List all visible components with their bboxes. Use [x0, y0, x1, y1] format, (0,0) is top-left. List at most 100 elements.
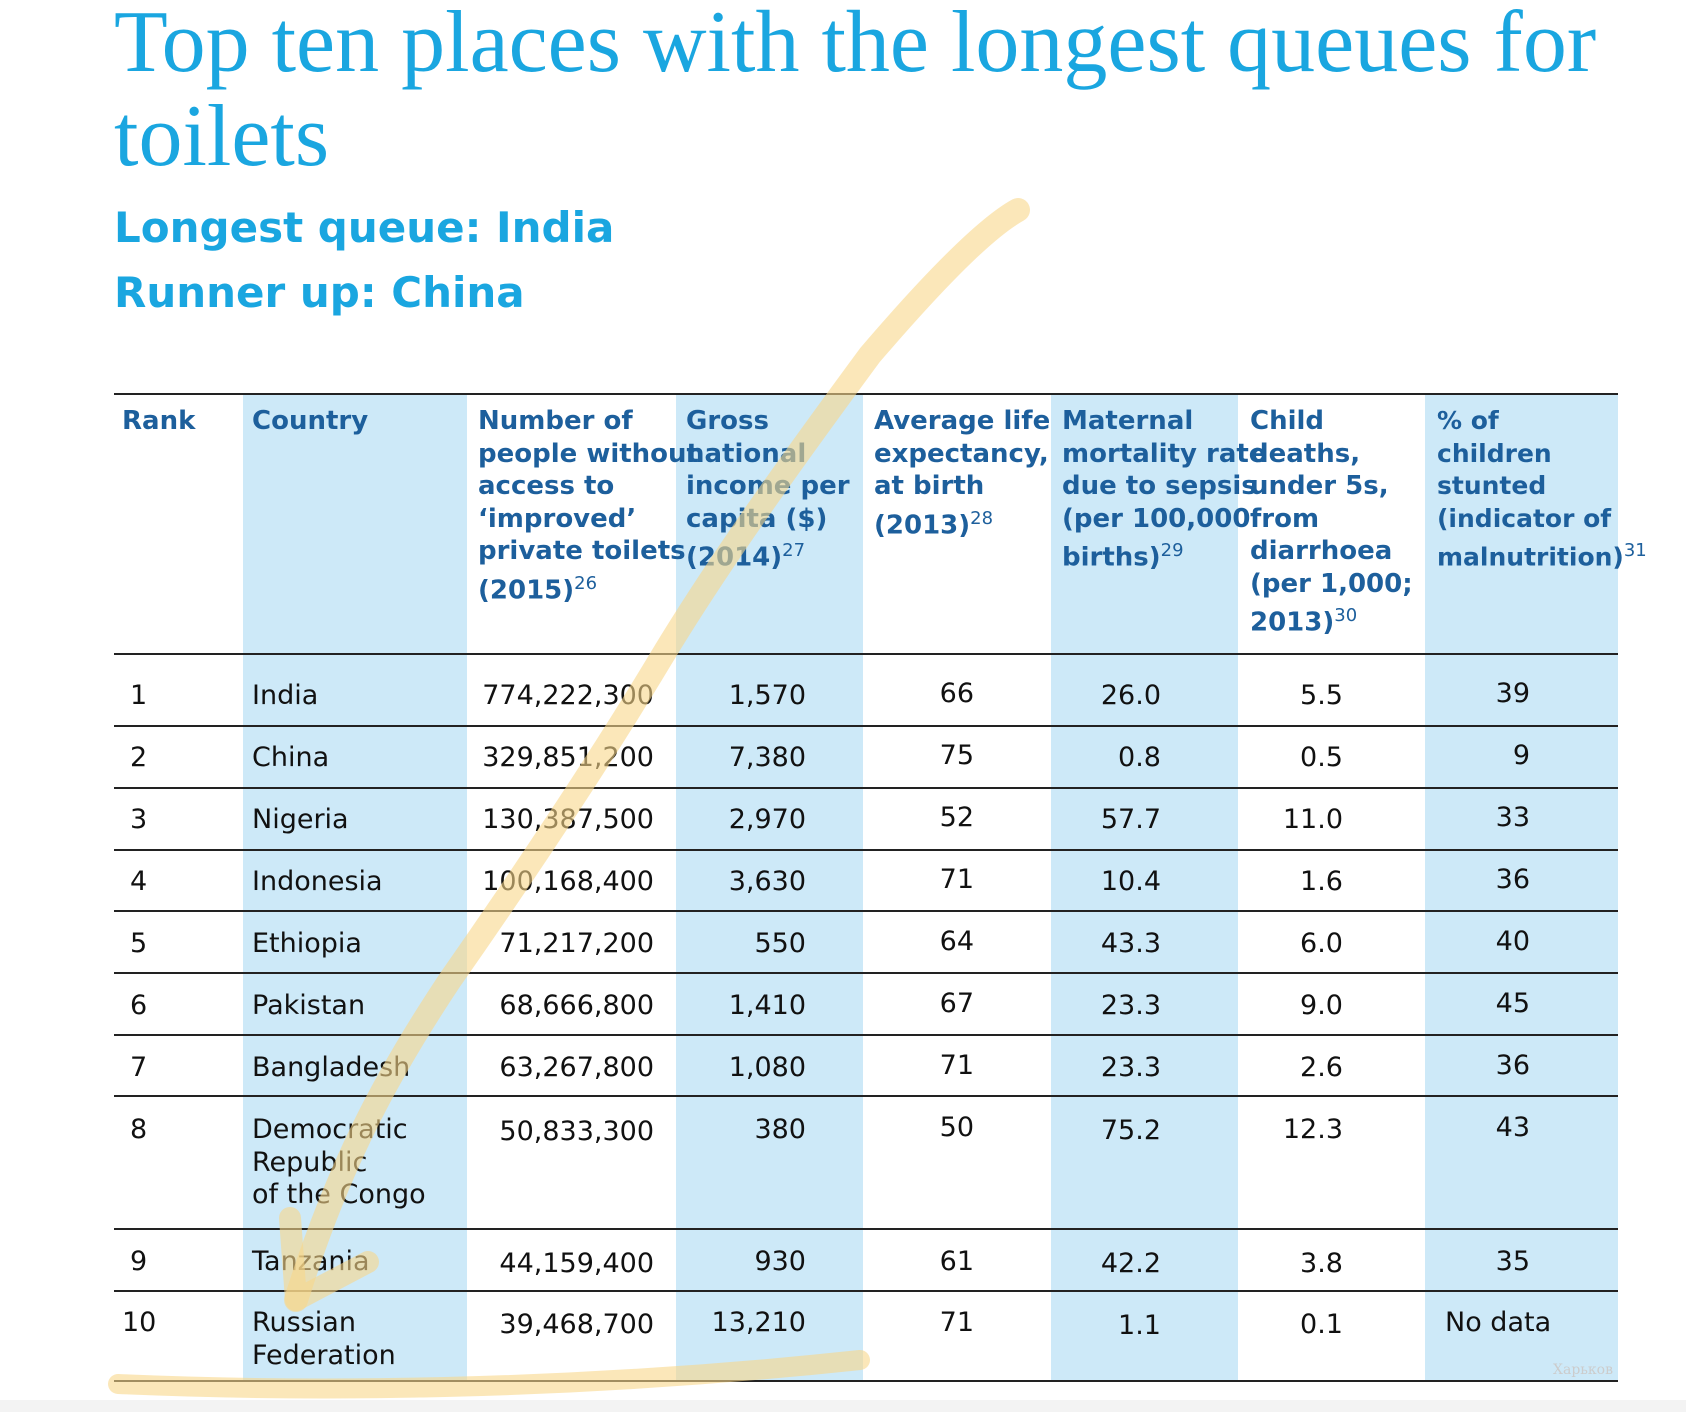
cell-people-without-toilets: 63,267,800: [499, 1052, 654, 1083]
cell-income: 550: [754, 928, 806, 959]
cell-life-expectancy: 71: [939, 1050, 974, 1081]
cell-life-expectancy: 64: [939, 926, 974, 957]
cell-child-deaths: 1.6: [1300, 866, 1343, 897]
row-divider: [114, 849, 1618, 851]
cell-child-deaths: 9.0: [1300, 990, 1343, 1021]
cell-maternal-mortality: 0.8: [1118, 742, 1161, 773]
row-divider: [114, 972, 1618, 974]
table-top-rule: [114, 393, 1618, 395]
cell-income: 13,210: [711, 1307, 806, 1338]
table-bottom-rule: [114, 1380, 1618, 1382]
cell-income: 380: [754, 1114, 806, 1145]
watermark-text: Харьков: [1553, 1362, 1613, 1378]
cell-maternal-mortality: 23.3: [1100, 1052, 1161, 1083]
cell-people-without-toilets: 774,222,300: [482, 680, 654, 711]
cell-maternal-mortality: 10.4: [1100, 866, 1161, 897]
cell-people-without-toilets: 100,168,400: [482, 866, 654, 897]
cell-rank: 5: [130, 928, 148, 959]
toilet-queue-table: Rank Country Number of people without ac…: [114, 393, 1647, 1386]
cell-country: China: [252, 742, 330, 773]
header-child-deaths: Child deaths, under 5s, from diarrhoea (…: [1250, 406, 1413, 638]
column-stripe-stunted: [1425, 393, 1618, 1382]
cell-rank: 6: [130, 990, 148, 1021]
subtitle-longest-queue: Longest queue: India: [114, 203, 615, 252]
page-footer-strip: [0, 1400, 1686, 1412]
cell-life-expectancy: 71: [939, 1307, 974, 1338]
cell-maternal-mortality: 57.7: [1100, 804, 1161, 835]
cell-maternal-mortality: 42.2: [1100, 1248, 1161, 1279]
cell-maternal-mortality: 75.2: [1100, 1115, 1161, 1146]
cell-stunted: 45: [1495, 988, 1530, 1019]
cell-stunted: 36: [1495, 1050, 1530, 1081]
cell-maternal-mortality: 1.1: [1118, 1310, 1161, 1341]
header-children-stunted: % of children stunted (indicator of maln…: [1437, 406, 1647, 572]
cell-country: Russian Federation: [252, 1307, 396, 1371]
cell-stunted: 35: [1495, 1246, 1530, 1277]
cell-life-expectancy: 66: [939, 678, 974, 709]
cell-life-expectancy: 61: [939, 1246, 974, 1277]
row-divider: [114, 725, 1618, 727]
cell-life-expectancy: 50: [939, 1112, 974, 1143]
cell-child-deaths: 0.5: [1300, 742, 1343, 773]
cell-stunted: 39: [1495, 678, 1530, 709]
cell-child-deaths: 11.0: [1282, 804, 1343, 835]
cell-rank: 2: [130, 742, 148, 773]
row-divider: [114, 1290, 1618, 1292]
cell-country: Pakistan: [252, 990, 366, 1021]
cell-rank: 9: [130, 1246, 148, 1277]
header-life-expectancy: Average life expectancy, at birth (2013)…: [874, 406, 1051, 541]
cell-child-deaths: 3.8: [1300, 1248, 1343, 1279]
cell-rank: 8: [130, 1114, 148, 1145]
cell-income: 2,970: [728, 804, 806, 835]
row-divider: [114, 1034, 1618, 1036]
cell-country: India: [252, 680, 319, 711]
cell-people-without-toilets: 50,833,300: [499, 1116, 654, 1147]
row-divider: [114, 910, 1618, 912]
cell-people-without-toilets: 68,666,800: [499, 990, 654, 1021]
cell-stunted: 43: [1495, 1112, 1530, 1143]
cell-life-expectancy: 71: [939, 864, 974, 895]
cell-rank: 10: [122, 1307, 157, 1338]
cell-income: 7,380: [728, 742, 806, 773]
cell-country: Bangladesh: [252, 1052, 411, 1083]
row-divider: [114, 787, 1618, 789]
page-title: Top ten places with the longest queues f…: [114, 0, 1597, 185]
subtitle-runner-up: Runner up: China: [114, 268, 525, 317]
cell-child-deaths: 6.0: [1300, 928, 1343, 959]
header-gross-national-income: Gross national income per capita ($) (20…: [686, 406, 850, 573]
cell-stunted: No data: [1445, 1307, 1552, 1338]
cell-life-expectancy: 67: [939, 988, 974, 1019]
cell-country: Tanzania: [252, 1246, 370, 1277]
cell-people-without-toilets: 130,387,500: [482, 804, 654, 835]
cell-rank: 4: [130, 866, 148, 897]
cell-stunted: 33: [1495, 802, 1530, 833]
cell-country: Ethiopia: [252, 928, 362, 959]
header-rank: Rank: [122, 406, 196, 436]
cell-life-expectancy: 52: [939, 802, 974, 833]
cell-country: Democratic Republic of the Congo: [252, 1114, 426, 1210]
column-stripe-maternal: [1051, 393, 1238, 1382]
cell-rank: 3: [130, 804, 148, 835]
header-maternal-mortality: Maternal mortality rate due to sepsis (p…: [1062, 406, 1267, 573]
cell-life-expectancy: 75: [939, 740, 974, 771]
cell-rank: 7: [130, 1052, 148, 1083]
cell-maternal-mortality: 43.3: [1100, 928, 1161, 959]
cell-income: 1,570: [728, 680, 806, 711]
cell-stunted: 9: [1512, 740, 1530, 771]
cell-people-without-toilets: 71,217,200: [499, 928, 654, 959]
cell-people-without-toilets: 329,851,200: [482, 742, 654, 773]
cell-income: 1,410: [728, 990, 806, 1021]
cell-stunted: 36: [1495, 864, 1530, 895]
cell-rank: 1: [130, 680, 148, 711]
cell-people-without-toilets: 44,159,400: [499, 1248, 654, 1279]
cell-income: 930: [754, 1246, 806, 1277]
cell-country: Indonesia: [252, 866, 383, 897]
cell-income: 1,080: [728, 1052, 806, 1083]
header-bottom-rule: [114, 653, 1618, 655]
cell-stunted: 40: [1495, 926, 1530, 957]
cell-people-without-toilets: 39,468,700: [499, 1309, 654, 1340]
cell-child-deaths: 12.3: [1282, 1114, 1343, 1145]
row-divider: [114, 1228, 1618, 1230]
cell-income: 3,630: [728, 866, 806, 897]
row-divider: [114, 1095, 1618, 1097]
